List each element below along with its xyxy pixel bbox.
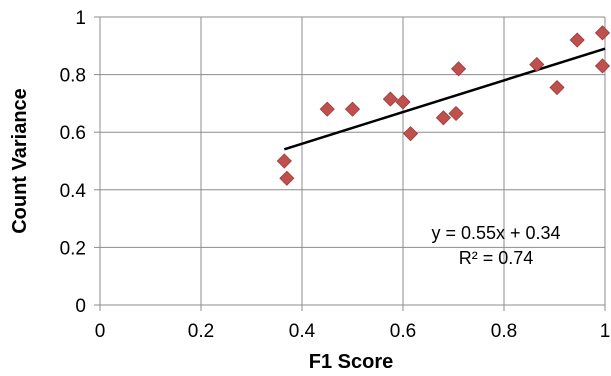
trendline-group [283, 47, 606, 151]
x-tick-label: 0.4 [289, 321, 316, 342]
data-point [435, 110, 451, 126]
grid-lines [100, 16, 606, 305]
x-tick-label: 0 [95, 321, 106, 342]
data-point [276, 153, 292, 169]
data-point [594, 25, 611, 41]
data-point [448, 105, 464, 122]
data-point [569, 32, 585, 48]
x-axis-title: F1 Score [309, 351, 393, 373]
y-tick-label: 1 [75, 8, 86, 29]
y-axis-title: Count Variance [9, 88, 31, 234]
trendline-equation: y = 0.55x + 0.34 [431, 223, 560, 243]
x-tick-label: 0.6 [390, 321, 416, 342]
x-tick-label: 0.8 [491, 321, 517, 342]
data-point [344, 101, 361, 117]
data-point [549, 79, 565, 96]
trendline [283, 47, 606, 151]
axes [94, 16, 606, 311]
data-point [594, 58, 611, 74]
y-tick-label: 0.8 [60, 66, 86, 87]
x-tick-label: 1 [600, 321, 611, 342]
y-tick-label: 0.6 [60, 123, 86, 144]
data-point [382, 91, 398, 107]
data-point [529, 56, 545, 73]
data-point [395, 94, 411, 110]
data-point [319, 101, 335, 117]
data-points [276, 25, 611, 186]
tick-labels: 0 0.2 0.4 0.6 0.8 1 0 0.2 0.4 0.6 0.8 1 [60, 8, 611, 342]
trendline-r-squared: R² = 0.74 [459, 248, 534, 268]
data-point [403, 126, 419, 142]
y-tick-label: 0.4 [60, 181, 87, 202]
data-point [279, 170, 295, 186]
x-tick-label: 0.2 [188, 321, 214, 342]
data-point [450, 61, 467, 77]
y-tick-label: 0 [75, 296, 86, 317]
y-tick-label: 0.2 [60, 238, 86, 259]
